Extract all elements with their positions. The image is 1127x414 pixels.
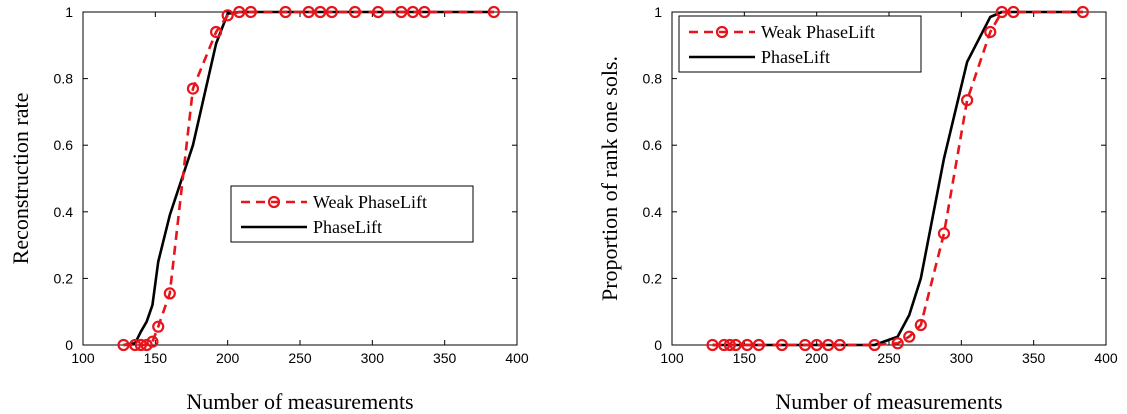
data-point [741, 338, 754, 352]
x-tick-label: 250 [877, 350, 901, 366]
data-point [487, 5, 500, 19]
data-point [868, 338, 881, 352]
plot-frame [82, 11, 518, 346]
data-point [752, 338, 765, 352]
x-tick-label: 400 [1094, 350, 1118, 366]
series-line-weak-phaselift [712, 10, 1083, 347]
x-tick-label: 350 [433, 350, 457, 366]
data-point [723, 338, 736, 352]
legend-label: Weak PhaseLift [761, 22, 875, 42]
legend: Weak PhaseLift PhaseLift [230, 185, 474, 243]
x-tick-label: 100 [660, 350, 684, 366]
data-point [279, 5, 292, 19]
y-tick-label: 0.6 [643, 137, 663, 153]
y-tick-label: 0.2 [643, 270, 663, 286]
data-point [406, 5, 419, 19]
data-point [186, 82, 200, 95]
y-tick-label: 0 [654, 337, 662, 353]
data-point [717, 338, 731, 352]
data-point [903, 330, 916, 343]
legend-box [678, 15, 922, 73]
data-point [233, 5, 246, 19]
x-tick-label: 150 [144, 350, 168, 366]
data-point [244, 5, 257, 19]
data-point [1076, 5, 1089, 19]
data-point [325, 5, 338, 19]
y-tick-label: 0.6 [54, 137, 74, 153]
series-line-phaselift [123, 10, 494, 347]
data-point [117, 338, 130, 352]
data-point [775, 338, 789, 352]
y-axis-title: Reconstruction rate [8, 93, 33, 265]
data-point [152, 320, 165, 333]
y-tick-label: 0.2 [54, 270, 74, 286]
data-point [348, 5, 362, 19]
x-tick-label: 200 [805, 350, 829, 366]
x-tick-label: 150 [733, 350, 757, 366]
data-point [914, 318, 927, 332]
data-point [961, 94, 974, 107]
data-point [302, 5, 315, 19]
data-point [372, 5, 385, 19]
data-point [810, 338, 823, 352]
x-tick-label: 350 [1022, 350, 1046, 366]
y-tick-label: 0.8 [54, 71, 74, 87]
x-tick-label: 250 [288, 350, 312, 366]
y-axis-title: Proportion of rank one sols. [597, 56, 622, 301]
x-tick-label: 300 [361, 350, 385, 366]
data-point [729, 338, 742, 352]
data-point [822, 338, 835, 352]
x-tick-label: 400 [505, 350, 529, 366]
data-point [833, 338, 846, 352]
data-point [984, 25, 997, 39]
x-axis-title: Number of measurements [186, 389, 413, 414]
x-tick-label: 300 [950, 350, 974, 366]
legend-label: PhaseLift [761, 47, 830, 67]
data-point [395, 5, 408, 19]
legend-marker [267, 195, 281, 209]
legend-label: Weak PhaseLift [313, 192, 427, 212]
y-tick-label: 0.4 [643, 204, 663, 220]
data-point [1007, 5, 1020, 19]
data-point [146, 335, 159, 348]
data-point [134, 338, 147, 352]
y-tick-label: 0.8 [643, 71, 663, 87]
legend-label: PhaseLift [313, 217, 382, 237]
series-line-weak-phaselift [123, 10, 494, 347]
data-point [891, 337, 904, 350]
data-point [706, 338, 719, 352]
y-tick-label: 1 [65, 4, 73, 20]
y-tick-label: 0 [65, 337, 73, 353]
data-point [209, 25, 223, 39]
x-tick-label: 100 [71, 350, 95, 366]
data-point [221, 9, 234, 22]
data-point [314, 5, 327, 19]
y-tick-label: 0.4 [54, 204, 74, 220]
legend-marker [715, 25, 729, 39]
y-tick-label: 1 [654, 4, 662, 20]
data-point [995, 5, 1008, 19]
data-point [798, 338, 812, 352]
data-point [163, 287, 176, 300]
legend: Weak PhaseLift PhaseLift [678, 15, 922, 73]
data-point [418, 5, 431, 19]
legend-box [230, 185, 474, 243]
data-point [937, 227, 951, 240]
data-point [128, 338, 142, 352]
x-tick-label: 200 [216, 350, 240, 366]
chart-rank-one-proportion: 100 150 200 250 300 350 400 0 0.2 0.4 0.6 0.8 1 Numbe… [597, 4, 1118, 414]
x-axis-title: Number of measurements [775, 389, 1002, 414]
chart-reconstruction-rate: 100 150 200 250 300 350 400 0 0.2 0.4 0.6 0.8 1 Numbe… [8, 4, 529, 414]
